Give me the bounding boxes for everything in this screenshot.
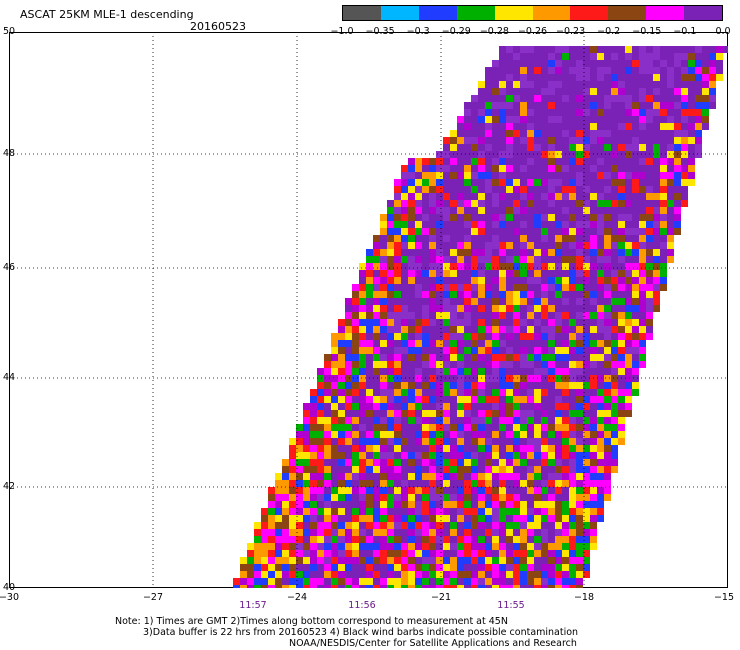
color-legend-swatch — [608, 6, 647, 20]
color-legend-label: −0.2 — [597, 26, 621, 37]
color-legend-swatch — [684, 6, 723, 20]
satellite-swath — [233, 46, 728, 588]
note-line-3: NOAA/NESDIS/Center for Satellite Applica… — [289, 638, 577, 649]
latitude-label: 40 — [3, 582, 16, 593]
color-legend-label: −0.35 — [365, 26, 395, 37]
longitude-label: −18 — [573, 592, 595, 603]
pass-time-label: 11:57 — [239, 600, 267, 611]
color-legend-label: 0.0 — [715, 26, 731, 37]
color-legend-label: −0.15 — [632, 26, 662, 37]
longitude-label: −15 — [713, 592, 735, 603]
latitude-label: 42 — [3, 481, 16, 492]
color-legend-swatch — [456, 6, 495, 20]
longitude-label: −27 — [142, 592, 164, 603]
latitude-label: 50 — [3, 26, 16, 37]
color-legend-swatch — [646, 6, 685, 20]
longitude-label: −30 — [0, 592, 20, 603]
color-legend-bar — [342, 5, 723, 21]
color-legend-label: −0.28 — [479, 26, 509, 37]
note-line-2: 3)Data buffer is 22 hrs from 20160523 4)… — [143, 627, 579, 638]
color-legend-swatch — [532, 6, 571, 20]
color-legend-label: −0.3 — [406, 26, 430, 37]
latitude-label: 46 — [3, 262, 16, 273]
color-legend-label: −0.23 — [556, 26, 586, 37]
longitude-label: −24 — [286, 592, 308, 603]
pass-time-label: 11:56 — [348, 600, 376, 611]
color-legend-swatch — [418, 6, 457, 20]
note-line-1: Note: 1) Times are GMT 2)Times along bot… — [115, 616, 508, 627]
color-legend-label: −1.0 — [330, 26, 354, 37]
color-legend-swatch — [570, 6, 609, 20]
longitude-label: −21 — [430, 592, 452, 603]
color-legend-label: −0.29 — [441, 26, 471, 37]
color-legend-label: −0.1 — [673, 26, 697, 37]
color-legend-swatch — [494, 6, 533, 20]
pass-time-label: 11:55 — [497, 600, 525, 611]
map-date: 20160523 — [190, 20, 246, 33]
color-legend-swatch — [380, 6, 419, 20]
color-legend-swatch — [343, 6, 381, 20]
latitude-label: 48 — [3, 148, 16, 159]
map-title: ASCAT 25KM MLE-1 descending — [20, 8, 194, 21]
latitude-label: 44 — [3, 372, 16, 383]
color-legend-label: −0.26 — [517, 26, 548, 37]
